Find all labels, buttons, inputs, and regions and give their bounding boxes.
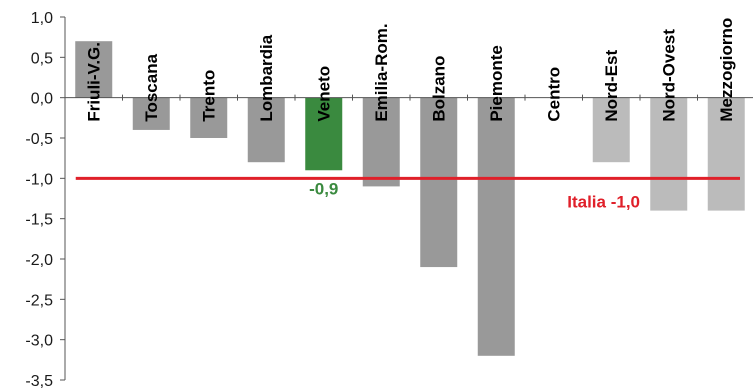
y-tick-label: -2,5 [25, 292, 53, 309]
y-tick-label: -2,0 [25, 252, 53, 269]
bar [362, 97, 400, 187]
category-label: Veneto [315, 66, 334, 122]
category-label: Piemonte [487, 45, 506, 122]
bar [75, 41, 113, 98]
category-label: Lombardia [257, 34, 276, 121]
category-label: Trento [200, 70, 219, 122]
category-label: Nord-Ovest [660, 29, 679, 122]
category-label: Friuli-V.G. [85, 42, 104, 122]
zero-axis [65, 94, 753, 101]
y-tick-label: -3,5 [25, 373, 53, 390]
y-tick-label: 1,0 [31, 10, 53, 27]
category-label: Mezzogiorno [717, 18, 736, 122]
category-label: Nord-Est [602, 50, 621, 122]
bars [75, 41, 745, 356]
category-labels: Friuli-V.G. Toscana Trento Lombardia Veneto E… [85, 18, 737, 122]
category-label: Bolzano [430, 56, 449, 122]
bar [707, 97, 745, 211]
category-label: Emilia-Rom. [372, 23, 391, 121]
y-tick-label: 0,0 [31, 91, 53, 108]
data-label: -0,9 [309, 179, 338, 198]
reference-line-label: Italia -1,0 [567, 192, 640, 211]
bar [305, 97, 343, 171]
y-tick-label: -1,0 [25, 171, 53, 188]
category-label: Toscana [142, 53, 161, 121]
bar [132, 97, 170, 130]
y-tick-label: 0,5 [31, 50, 53, 67]
annotations: -0,9 [309, 179, 338, 198]
y-tick-label: -0,5 [25, 131, 53, 148]
y-axis: 1,0 0,5 0,0 -0,5 -1,0 -1,5 -2,0 -2,5 -3,0 -3,5 [25, 10, 66, 390]
y-tick-label: -3,0 [25, 333, 53, 350]
bar [592, 97, 630, 163]
bar [650, 97, 688, 211]
bar [477, 97, 515, 356]
bar [190, 97, 228, 138]
category-label: Centro [545, 67, 564, 122]
reference-line-group: Italia -1,0 [75, 176, 740, 211]
bar [420, 97, 458, 268]
bar [247, 97, 285, 163]
y-tick-label: -1,5 [25, 212, 53, 229]
